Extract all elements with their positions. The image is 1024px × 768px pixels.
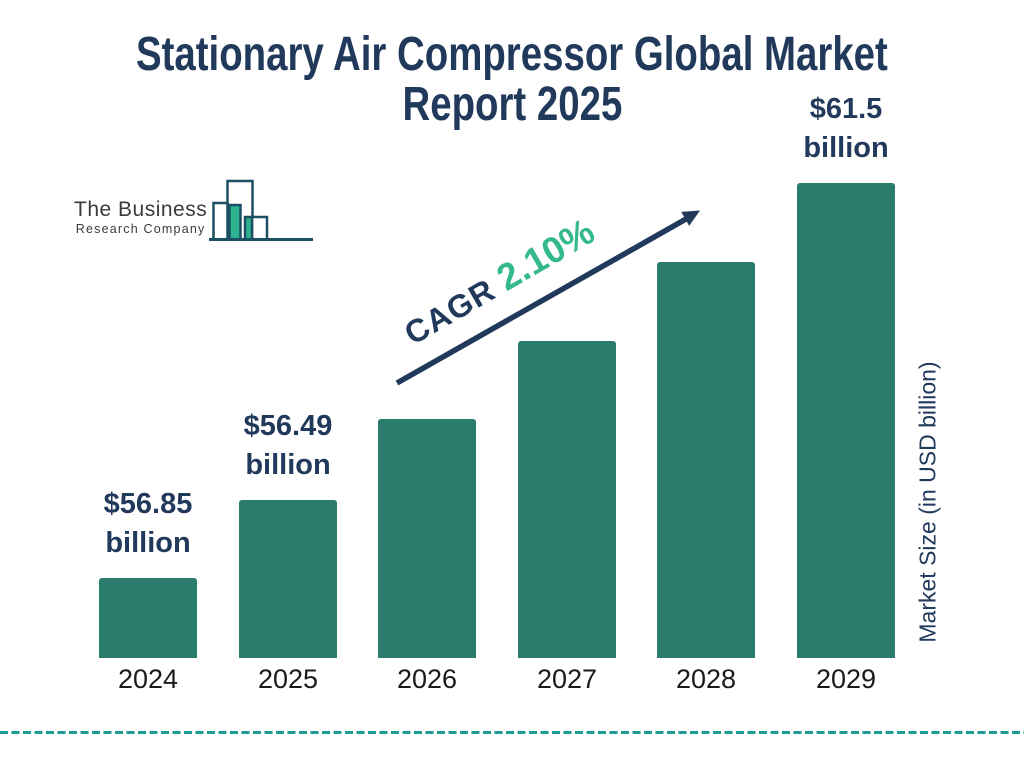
x-axis-label-2026: 2026 xyxy=(396,664,458,694)
x-axis-label-2029: 2029 xyxy=(815,664,877,694)
bar-2026 xyxy=(378,419,476,658)
value-label-2024: $56.85 billion xyxy=(103,488,193,559)
x-axis-label-2024: 2024 xyxy=(117,664,179,694)
cagr-value: 2.10% xyxy=(489,210,602,299)
bar-2029 xyxy=(797,183,895,658)
value-label-2025: $56.49 billion xyxy=(243,410,333,481)
logo-bars-icon xyxy=(209,179,314,241)
cagr-label: CAGR xyxy=(398,271,502,352)
bar-2027 xyxy=(518,341,616,658)
page-title: Stationary Air Compressor Global Market … xyxy=(0,30,1024,130)
company-logo-text: The Business Research Company xyxy=(74,198,207,236)
page-title-line2: Report 2025 xyxy=(402,78,622,131)
cagr-annotation: CAGR2.10% xyxy=(396,211,602,354)
x-axis-label-2025: 2025 xyxy=(257,664,319,694)
bar-2025 xyxy=(239,500,337,658)
page-title-line1: Stationary Air Compressor Global Market xyxy=(136,28,888,81)
bottom-dashed-divider xyxy=(0,731,1024,734)
x-axis-label-2027: 2027 xyxy=(536,664,598,694)
bar-2028 xyxy=(657,262,755,658)
y-axis-title: Market Size (in USD billion) xyxy=(914,361,941,643)
logo-name-secondary: Research Company xyxy=(75,222,206,236)
x-axis-label-2028: 2028 xyxy=(675,664,737,694)
company-logo: The Business Research Company xyxy=(74,178,315,242)
logo-name-primary: The Business xyxy=(74,198,208,221)
value-label-2029: $61.5 billion xyxy=(803,93,889,164)
bar-2024 xyxy=(99,578,197,658)
